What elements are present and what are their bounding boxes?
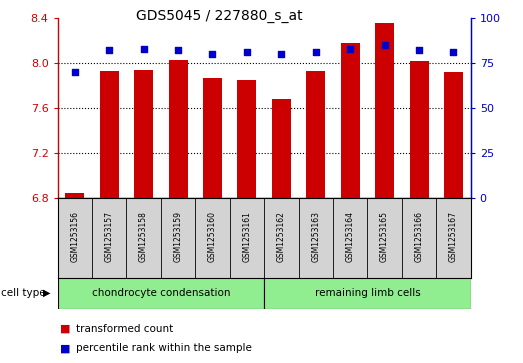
Text: chondrocyte condensation: chondrocyte condensation — [92, 288, 230, 298]
Text: ▶: ▶ — [43, 288, 51, 298]
Text: ■: ■ — [60, 343, 71, 354]
Bar — [237, 80, 256, 198]
Point — [174, 48, 182, 53]
Bar — [375, 23, 394, 198]
Bar — [264, 278, 471, 309]
Bar — [203, 78, 222, 198]
Point — [380, 42, 389, 48]
Text: percentile rank within the sample: percentile rank within the sample — [76, 343, 252, 354]
Text: GSM1253166: GSM1253166 — [415, 211, 424, 262]
Bar — [272, 99, 291, 198]
Point — [208, 51, 217, 57]
Text: GSM1253162: GSM1253162 — [277, 211, 286, 262]
Text: GSM1253158: GSM1253158 — [139, 211, 148, 262]
Text: GSM1253163: GSM1253163 — [311, 211, 320, 262]
Text: GSM1253165: GSM1253165 — [380, 211, 389, 262]
Text: GSM1253167: GSM1253167 — [449, 211, 458, 262]
Text: GSM1253164: GSM1253164 — [346, 211, 355, 262]
Bar — [134, 70, 153, 198]
Bar — [100, 71, 119, 198]
Point — [277, 51, 286, 57]
Point — [415, 48, 423, 53]
Bar — [58, 278, 264, 309]
Text: GDS5045 / 227880_s_at: GDS5045 / 227880_s_at — [137, 9, 303, 23]
Point — [312, 49, 320, 55]
Point — [243, 49, 251, 55]
Bar — [168, 60, 188, 198]
Text: cell type: cell type — [1, 288, 46, 298]
Text: GSM1253159: GSM1253159 — [174, 211, 183, 262]
Point — [449, 49, 458, 55]
Bar — [65, 193, 84, 198]
Bar — [306, 71, 325, 198]
Bar — [410, 61, 428, 198]
Point — [140, 46, 148, 52]
Text: ■: ■ — [60, 323, 71, 334]
Point — [71, 69, 79, 75]
Text: GSM1253160: GSM1253160 — [208, 211, 217, 262]
Point — [105, 48, 113, 53]
Text: GSM1253157: GSM1253157 — [105, 211, 113, 262]
Text: transformed count: transformed count — [76, 323, 173, 334]
Bar — [340, 43, 360, 198]
Text: remaining limb cells: remaining limb cells — [314, 288, 420, 298]
Text: GSM1253156: GSM1253156 — [70, 211, 79, 262]
Text: GSM1253161: GSM1253161 — [242, 211, 252, 262]
Bar — [444, 72, 463, 198]
Point — [346, 46, 355, 52]
